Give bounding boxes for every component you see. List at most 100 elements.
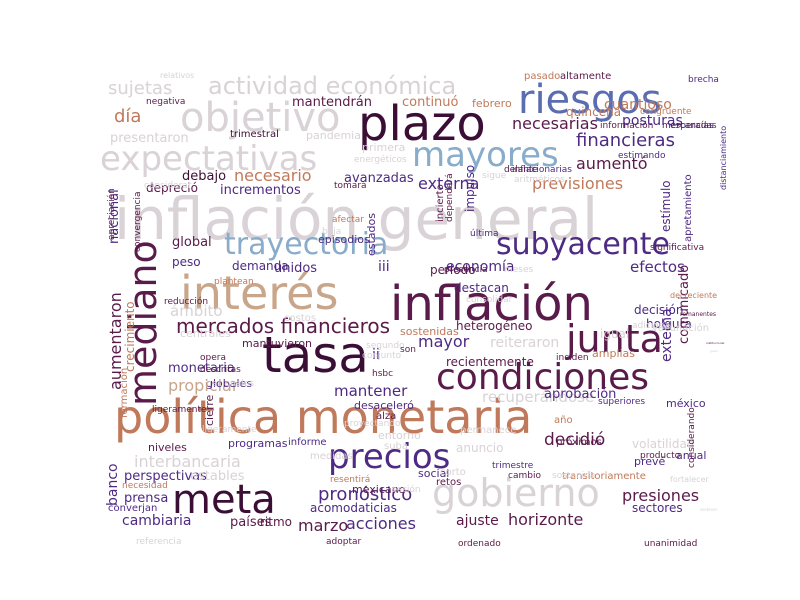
cloud-word: recuperándose <box>482 388 595 406</box>
cloud-word: cambio <box>508 471 541 481</box>
cloud-word: interés <box>180 266 339 320</box>
cloud-word: sectores <box>632 501 683 515</box>
cloud-word: volatilidad <box>632 437 695 451</box>
cloud-word: ligeramente <box>202 425 257 435</box>
cloud-word: mayores <box>412 135 559 175</box>
cloud-word: continuó <box>402 95 459 110</box>
cloud-word: presencia <box>444 265 488 275</box>
cloud-word: precios <box>328 437 451 477</box>
cloud-word: política monetaria <box>114 390 533 444</box>
cloud-word: mayor <box>418 332 470 351</box>
cloud-word: necesidad <box>122 481 168 491</box>
cloud-word: mantendrán <box>292 95 373 110</box>
cloud-word: negativa <box>146 97 186 107</box>
cloud-word: reducción <box>164 297 209 307</box>
cloud-word: sostenidas <box>400 325 459 338</box>
cloud-word: meses <box>504 265 534 275</box>
cloud-word: banco <box>105 463 121 506</box>
cloud-word: sigue <box>482 171 507 181</box>
cloud-word: plazo <box>358 96 486 152</box>
cloud-word: inflación general <box>114 185 599 253</box>
cloud-word: trimestre <box>492 461 534 471</box>
cloud-word: vacunación <box>652 323 710 334</box>
cloud-word: inflación <box>390 276 593 332</box>
cloud-word: congruente <box>640 107 692 117</box>
cloud-word: referencia <box>136 537 182 547</box>
cloud-word: episodios <box>318 233 370 246</box>
cloud-word: delante <box>504 165 539 175</box>
cloud-word: información <box>600 121 654 131</box>
cloud-word: decisión <box>634 303 684 317</box>
cloud-word: fortalecer <box>670 475 709 484</box>
cloud-word: mantener <box>334 382 408 400</box>
cloud-word: medidas <box>310 451 353 462</box>
cloud-word: retos <box>436 477 462 488</box>
cloud-word: ligeramente <box>152 405 207 415</box>
cloud-word: objetivo <box>180 95 341 141</box>
cloud-word: febrero <box>472 97 512 110</box>
word-cloud: inflación general política monetaria plazo… <box>100 71 728 549</box>
cloud-word: quincena <box>566 105 622 119</box>
cloud-word: tomará <box>334 181 367 191</box>
cloud-word: perspectivas <box>124 469 207 484</box>
cloud-word: converjan <box>108 503 158 514</box>
cloud-word: expectativas <box>100 139 318 179</box>
cloud-word: social <box>418 467 450 480</box>
cloud-word: afectar <box>332 215 364 225</box>
cloud-word: ritmo <box>260 515 293 529</box>
cloud-word: estados <box>365 213 378 256</box>
cloud-word: global <box>172 235 212 250</box>
cloud-word: igual <box>600 327 630 341</box>
cloud-word: costos <box>284 313 317 324</box>
cloud-word: recientemente <box>446 355 534 369</box>
cloud-word: adoptar <box>326 537 362 547</box>
cloud-word: economía <box>446 259 515 275</box>
cloud-word: holgura <box>646 317 692 331</box>
cloud-word: mexicano <box>352 483 406 496</box>
cloud-word: externa <box>418 174 480 193</box>
cloud-word: pasado <box>524 71 561 82</box>
cloud-word: presiones <box>622 486 700 505</box>
cloud-word: prevé <box>634 455 666 468</box>
cloud-word: meta <box>172 477 276 523</box>
cloud-word: presentaron <box>110 131 189 146</box>
cloud-word: peso <box>172 255 201 269</box>
cloud-word: avanzadas <box>344 171 414 186</box>
cloud-word: aumentó <box>576 154 648 173</box>
cloud-word: unanimidad <box>644 539 698 549</box>
cloud-word: alza <box>376 411 397 422</box>
cloud-word: descritas <box>200 365 241 375</box>
cloud-word: globales <box>206 377 253 390</box>
cloud-word: apreciación <box>107 188 117 240</box>
cloud-word: desaceleró <box>354 399 414 412</box>
cloud-word: demanda <box>232 259 289 273</box>
cloud-word: próximos <box>556 437 602 448</box>
cloud-word: institucional <box>706 341 725 345</box>
cloud-word: año <box>554 415 573 426</box>
cloud-word: hsbc <box>372 369 394 379</box>
cloud-word: anual <box>676 449 707 462</box>
cloud-word: primera <box>362 141 406 154</box>
cloud-word: superiores <box>598 397 646 407</box>
cloud-word: centrales <box>180 327 231 340</box>
cloud-word: horizonte <box>508 510 584 529</box>
cloud-word: reiteraron <box>490 335 560 351</box>
cloud-word: unidos <box>274 261 318 276</box>
cloud-word: producto <box>640 451 681 461</box>
cloud-word: aprobación <box>544 387 617 402</box>
cloud-word: relativos <box>160 71 195 80</box>
cloud-word: convergencia <box>133 191 143 252</box>
cloud-word: inflacionarias <box>512 165 572 175</box>
cloud-word: decreciente <box>670 291 718 300</box>
cloud-word: brecha <box>688 75 719 85</box>
cloud-word: previsiones <box>532 174 624 193</box>
cloud-word: decidió <box>544 430 606 450</box>
cloud-word: nacionales <box>206 379 255 389</box>
cloud-word: estímulo <box>659 180 673 232</box>
cloud-word: gobierno <box>432 471 600 515</box>
cloud-word: externa <box>659 308 675 362</box>
cloud-word: proyectando <box>344 419 401 429</box>
cloud-word: niveles <box>148 441 187 454</box>
cloud-word: segundo <box>366 341 405 351</box>
cloud-word: riesgos <box>518 77 662 123</box>
